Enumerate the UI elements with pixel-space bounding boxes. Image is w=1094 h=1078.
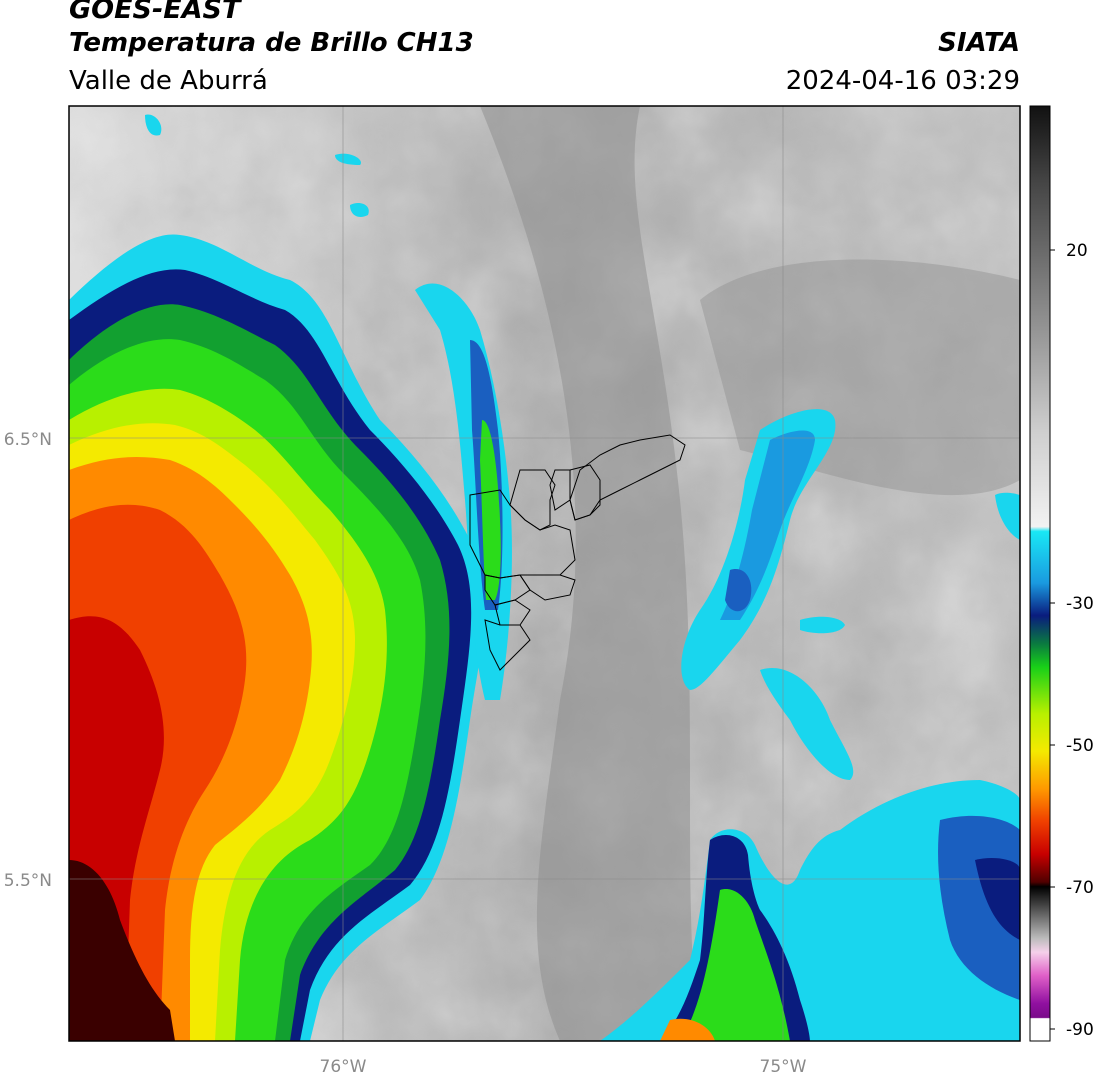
- colorbar-tick-label: 20: [1066, 241, 1088, 261]
- graticule: [69, 106, 1020, 1041]
- colorbar-tick-label: -90: [1066, 1020, 1094, 1040]
- timestamp-label: 2024-04-16 03:29: [785, 66, 1020, 96]
- storm-left: [69, 234, 486, 1041]
- lat-tick-label: 6.5°N: [4, 430, 52, 450]
- streak-center: [415, 283, 512, 700]
- product-title: Temperatura de Brillo CH13: [69, 28, 474, 58]
- storm-bottom-right: [600, 780, 1020, 1041]
- colorbar-tick-label: -70: [1066, 878, 1094, 898]
- map-frame: [68, 105, 1021, 1042]
- colorbar: 20 -30 -50 -70 -90: [1029, 105, 1094, 1042]
- satellite-title: GOES-EAST: [69, 0, 241, 25]
- colorbar-tick-label: -50: [1066, 736, 1094, 756]
- lat-tick-label: 5.5°N: [4, 871, 52, 891]
- colorbar-scale: [1029, 105, 1051, 1042]
- region-label: Valle de Aburrá: [69, 66, 268, 96]
- lon-tick-label: 75°W: [760, 1057, 807, 1077]
- colorbar-tick-label: -30: [1066, 594, 1094, 614]
- municipal-boundaries: [469, 434, 686, 671]
- imagery-layer: [69, 106, 1020, 1041]
- organization-label: SIATA: [938, 28, 1020, 58]
- lon-tick-label: 76°W: [320, 1057, 367, 1077]
